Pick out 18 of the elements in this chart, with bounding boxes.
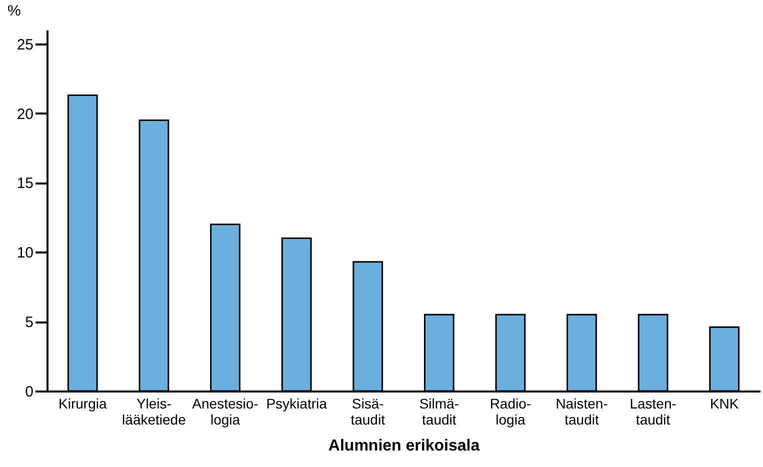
x-tick-label: Silmä- taudit [419,396,460,428]
x-tick-label: Kirurgia [58,396,107,412]
y-tick-label: 20 [16,106,34,123]
x-tick-label: Naisten- taudit [556,396,608,428]
x-tick-label: Sisä- taudit [350,396,386,428]
x-tick-label: KNK [710,396,740,412]
x-axis-title: Alumnien erikoisala [328,438,480,454]
y-tick-label: 0 [25,384,34,400]
x-tick-label: Psykiatria [266,396,328,412]
x-tick-label: Radio- logia [490,396,532,428]
x-tick-label: Lasten- taudit [630,396,677,428]
x-tick-label: Yleis- lääketiede [122,396,186,428]
y-axis-title: % [8,2,21,20]
y-tick-label: 25 [16,36,34,54]
y-tick-label: 5 [25,314,34,332]
y-tick-label: 15 [16,175,34,192]
y-tick-label: 10 [16,244,34,262]
x-tick-label: Anestesio- logia [192,396,259,428]
